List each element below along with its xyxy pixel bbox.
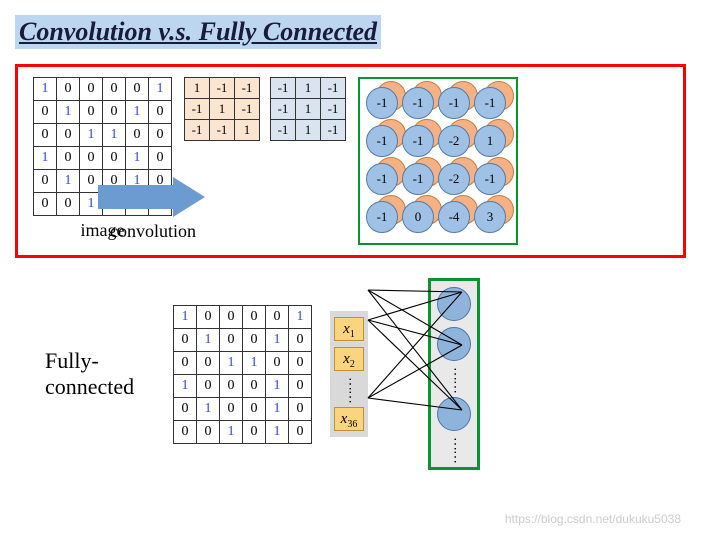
dots-icon: ⋯⋯ [447,367,461,391]
arrow-icon [98,177,208,217]
convolution-section: 100001010010001100100010010010001010 ima… [15,64,686,258]
dots-icon: ⋯⋯ [447,437,461,461]
convolution-label: convolution [110,221,196,242]
feature-map-box: -1-1-1-1-1-1-21-1-1-2-1-10-43 [358,77,518,245]
kernel-1: 1-1-1-11-1-1-11 [184,77,260,141]
dots-icon: ⋯⋯ [342,377,356,401]
fc-label: Fully-connected [45,348,155,401]
x-item-36: x36 [334,407,364,431]
fully-connected-section: Fully-connected 100001010010001100100010… [15,278,686,470]
fc-image-matrix: 100001010010001100100010010010001010 [173,305,312,444]
conv-arrow-block: convolution [98,177,208,242]
neuron [437,287,471,321]
x-item-1: x1 [334,317,364,341]
neuron [437,397,471,431]
kernels-block: 1-1-1-11-1-1-11 -11-1-11-1-11-1 [184,77,346,141]
neuron [437,327,471,361]
watermark: https://blog.csdn.net/dukuku5038 [505,512,681,526]
neuron-column: ⋯⋯ ⋯⋯ [428,278,480,470]
page-title: Convolution v.s. Fully Connected [15,15,381,49]
kernel-2: -11-1-11-1-11-1 [270,77,346,141]
x-vector: x1 x2 ⋯⋯ x36 [330,311,368,437]
feature-map: -1-1-1-1-1-1-21-1-1-2-1-10-43 [366,85,510,235]
x-item-2: x2 [334,347,364,371]
